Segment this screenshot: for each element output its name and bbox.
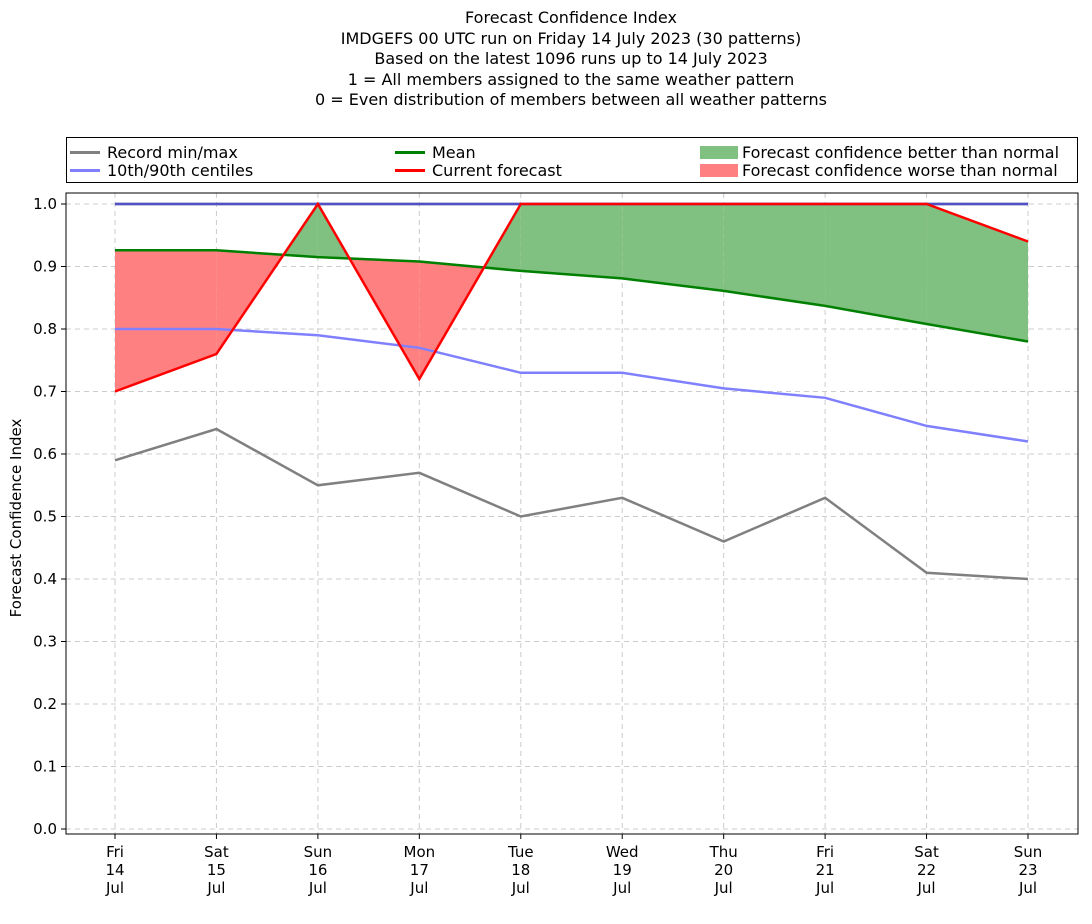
fill-better-than-normal <box>622 204 724 291</box>
x-tick-label-line: 22 <box>917 861 936 879</box>
legend-worse-swatch <box>700 163 738 177</box>
y-tick-label: 0.8 <box>33 320 57 338</box>
legend-centiles: 10th/90th centiles <box>70 160 254 180</box>
y-tick-label: 0.5 <box>33 508 57 526</box>
chart-legend: Record min/max 10th/90th centiles Mean C… <box>66 137 1078 183</box>
chart-subtitle-runs: Based on the latest 1096 runs up to 14 J… <box>374 49 768 69</box>
chart-subtitle-scale-min: 0 = Even distribution of members between… <box>314 90 828 110</box>
y-tick-label: 0.4 <box>33 570 57 588</box>
x-tick-label: Thu 20 Jul <box>709 843 738 897</box>
x-tick-label-line: Jul <box>612 879 631 897</box>
x-tick-label: Tue 18 Jul <box>507 843 534 897</box>
y-axis: 0.0 0.1 0.2 0.3 0.4 0.5 0.6 0.7 0.8 0.9 1.0 <box>33 195 66 838</box>
series-line-mean <box>115 249 1029 343</box>
fill-better-than-normal <box>926 204 1028 342</box>
legend-record: Record min/max <box>70 142 238 162</box>
x-tick-label-line: Jul <box>917 879 936 897</box>
x-tick-label-line: 17 <box>410 861 429 879</box>
x-tick-label-line: Jul <box>714 879 733 897</box>
x-tick-label-line: Sun <box>304 843 333 861</box>
fill-worse-than-normal <box>115 250 217 392</box>
legend-better-swatch <box>700 145 738 159</box>
series-line-record-min <box>114 427 1029 581</box>
legend-better: Forecast confidence better than normal <box>700 142 1060 162</box>
legend-current-swatch <box>395 168 425 172</box>
x-tick-label-line: Fri <box>816 843 834 861</box>
y-tick-label: 0.0 <box>33 820 57 838</box>
legend-mean: Mean <box>395 142 476 162</box>
y-tick-label: 1.0 <box>33 195 57 213</box>
chart-title: Forecast Confidence Index <box>465 8 677 27</box>
legend-mean-label: Mean <box>432 142 476 162</box>
x-tick-label: Sat 22 Jul <box>914 843 939 897</box>
legend-centiles-swatch <box>70 168 100 172</box>
x-tick-label-line: Jul <box>511 879 530 897</box>
x-tick-label-line: Jul <box>409 879 428 897</box>
fill-better-than-normal <box>520 204 623 279</box>
legend-record-swatch <box>70 150 100 154</box>
plot-frame <box>65 192 1079 835</box>
x-tick-label-line: 18 <box>511 861 530 879</box>
legend-mean-swatch <box>395 150 425 154</box>
x-tick-label: Sat 15 Jul <box>204 843 229 897</box>
x-tick-label: Mon 17 Jul <box>404 843 436 897</box>
x-tick-label-line: Jul <box>105 879 124 897</box>
x-tick-label: Sun 16 Jul <box>304 843 333 897</box>
x-tick-label-line: 20 <box>714 861 733 879</box>
chart-subtitle-scale-max: 1 = All members assigned to the same wea… <box>347 69 795 89</box>
x-tick-label-line: Fri <box>106 843 124 861</box>
legend-current: Current forecast <box>395 160 562 180</box>
x-tick-label-line: Jul <box>206 879 225 897</box>
x-tick-label-line: Sat <box>204 843 229 861</box>
series-line-10th-centile <box>115 327 1029 443</box>
y-tick-label: 0.9 <box>33 258 57 276</box>
series-line-current-forecast <box>114 201 1029 393</box>
x-tick-label-line: 19 <box>613 861 632 879</box>
legend-better-label: Forecast confidence better than normal <box>742 142 1060 162</box>
x-tick-label-line: Thu <box>709 843 738 861</box>
y-tick-label: 0.3 <box>33 633 57 651</box>
confidence-fills <box>115 204 1028 392</box>
x-tick-label-line: Mon <box>404 843 436 861</box>
x-tick-label: Fri 21 Jul <box>815 843 835 897</box>
series-lines <box>114 201 1029 581</box>
x-tick-label-line: Jul <box>1018 879 1037 897</box>
x-tick-label-line: Sun <box>1014 843 1043 861</box>
x-tick-label-line: 21 <box>816 861 835 879</box>
y-tick-label: 0.2 <box>33 695 57 713</box>
fill-better-than-normal <box>825 204 927 324</box>
x-tick-label-line: 15 <box>207 861 226 879</box>
y-tick-label: 0.1 <box>33 758 57 776</box>
legend-centiles-label: 10th/90th centiles <box>107 160 254 180</box>
x-tick-label-line: Jul <box>815 879 834 897</box>
x-tick-label: Sun 23 Jul <box>1014 843 1043 897</box>
legend-worse-label: Forecast confidence worse than normal <box>742 160 1058 180</box>
chart-subtitle-run: IMDGEFS 00 UTC run on Friday 14 July 202… <box>340 28 802 48</box>
legend-current-label: Current forecast <box>432 160 562 180</box>
x-tick-label-line: Tue <box>507 843 534 861</box>
x-tick-label-line: 16 <box>308 861 327 879</box>
chart-titles: Forecast Confidence Index IMDGEFS 00 UTC… <box>0 8 1092 111</box>
x-tick-label-line: Wed <box>606 843 639 861</box>
x-tick-label: Fri 14 Jul <box>105 843 125 897</box>
x-tick-label-line: Sat <box>914 843 939 861</box>
x-tick-label-line: Jul <box>308 879 327 897</box>
y-tick-label: 0.7 <box>33 383 57 401</box>
legend-record-label: Record min/max <box>107 142 238 162</box>
x-tick-label-line: 23 <box>1018 861 1037 879</box>
y-tick-label: 0.6 <box>33 445 57 463</box>
x-tick-label-line: 14 <box>105 861 124 879</box>
x-tick-label: Wed 19 Jul <box>606 843 639 897</box>
legend-worse: Forecast confidence worse than normal <box>700 160 1058 180</box>
fill-better-than-normal <box>723 204 826 306</box>
